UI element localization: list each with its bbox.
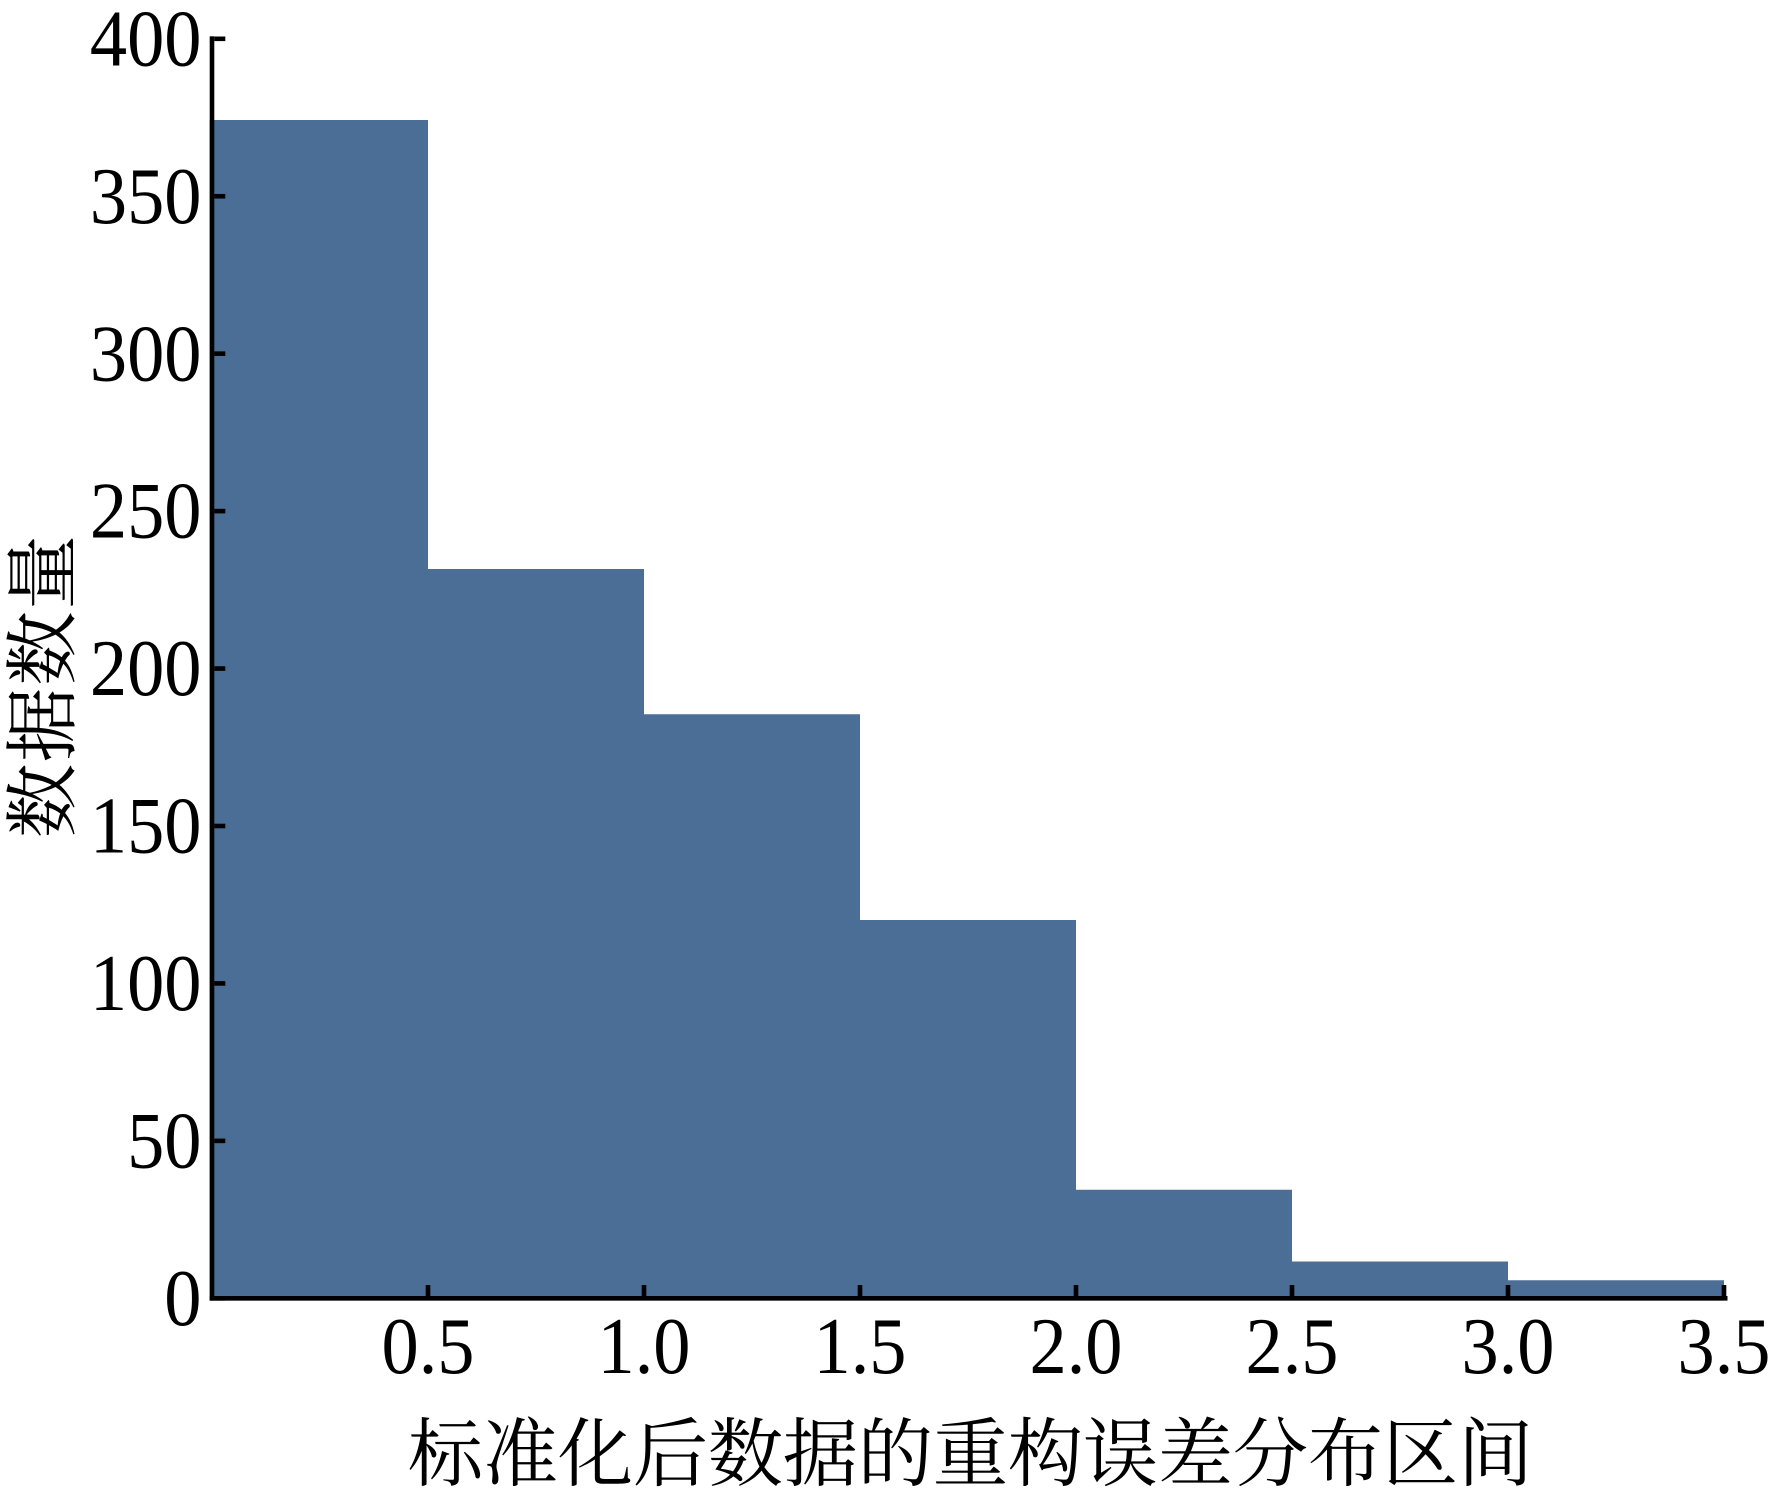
svg-text:250: 250 <box>90 468 202 556</box>
svg-text:400: 400 <box>90 0 202 83</box>
svg-text:2.0: 2.0 <box>1030 1303 1123 1391</box>
svg-text:0.5: 0.5 <box>382 1303 475 1391</box>
svg-text:100: 100 <box>90 940 202 1028</box>
svg-text:2.5: 2.5 <box>1246 1303 1339 1391</box>
svg-text:200: 200 <box>90 625 202 713</box>
svg-text:350: 350 <box>90 153 202 241</box>
svg-text:50: 50 <box>127 1097 201 1185</box>
svg-text:0: 0 <box>164 1255 201 1343</box>
svg-text:300: 300 <box>90 310 202 398</box>
svg-text:3.5: 3.5 <box>1678 1303 1771 1391</box>
svg-text:150: 150 <box>90 783 202 871</box>
svg-text:1.5: 1.5 <box>814 1303 907 1391</box>
svg-text:1.0: 1.0 <box>598 1303 691 1391</box>
svg-text:3.0: 3.0 <box>1462 1303 1555 1391</box>
